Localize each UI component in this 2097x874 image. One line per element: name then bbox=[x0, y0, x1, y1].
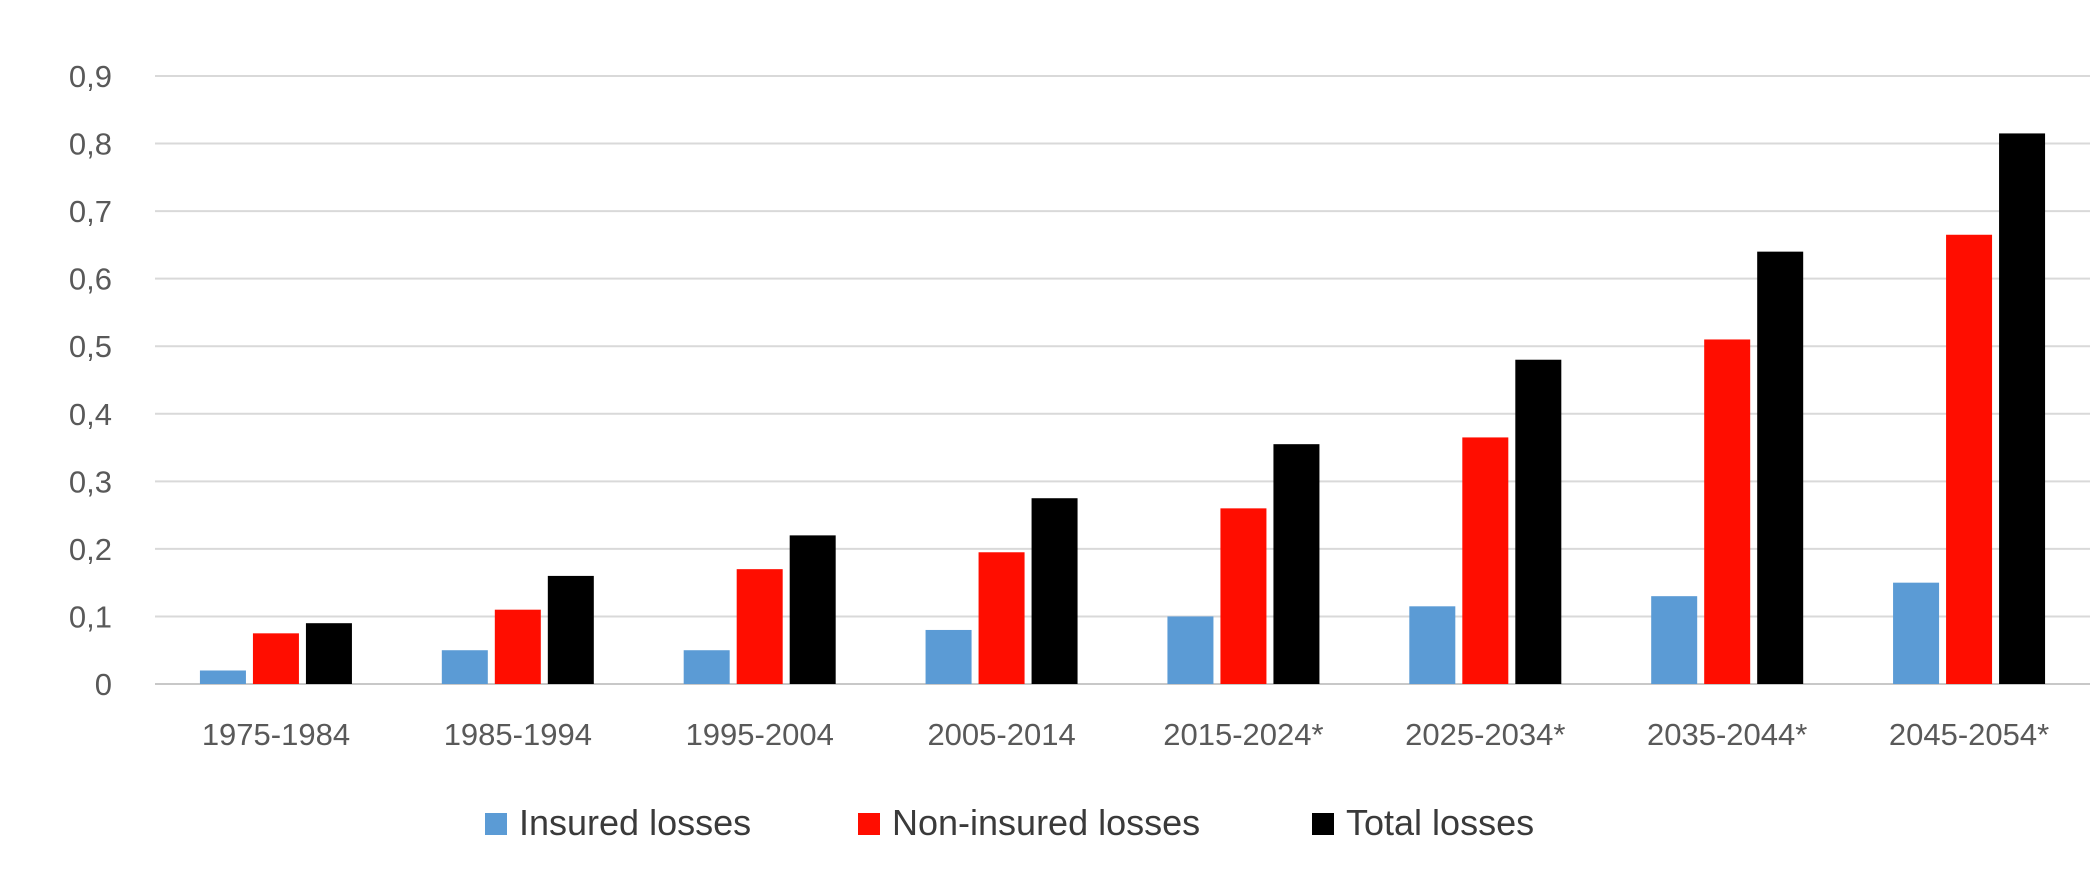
legend-swatch bbox=[1312, 813, 1334, 835]
y-tick-label: 0,3 bbox=[69, 464, 112, 499]
y-tick-label: 0,4 bbox=[69, 397, 112, 432]
x-tick-label: 2025-2034* bbox=[1405, 717, 1565, 752]
y-tick-label: 0,2 bbox=[69, 532, 112, 567]
x-tick-label: 2035-2044* bbox=[1647, 717, 1807, 752]
legend-swatch bbox=[858, 813, 880, 835]
bar-insured-losses-2 bbox=[683, 650, 730, 684]
y-tick-label: 0,6 bbox=[69, 262, 112, 297]
x-tick-label: 2045-2054* bbox=[1889, 717, 2049, 752]
bar-insured-losses-0 bbox=[199, 670, 246, 684]
legend-label: Insured losses bbox=[519, 802, 751, 843]
bar-total-losses-3 bbox=[1031, 498, 1078, 684]
bar-total-losses-2 bbox=[789, 535, 836, 684]
y-tick-label: 0,8 bbox=[69, 127, 112, 162]
x-tick-label: 2015-2024* bbox=[1163, 717, 1323, 752]
y-tick-label: 0,9 bbox=[69, 59, 112, 94]
bar-non-insured-losses-0 bbox=[252, 633, 299, 684]
bar-total-losses-1 bbox=[547, 575, 594, 684]
x-tick-label: 1975-1984 bbox=[202, 717, 350, 752]
x-tick-label: 1995-2004 bbox=[686, 717, 834, 752]
bar-insured-losses-5 bbox=[1409, 606, 1456, 684]
legend-label: Total losses bbox=[1346, 802, 1534, 843]
bar-non-insured-losses-7 bbox=[1946, 234, 1993, 684]
bar-total-losses-0 bbox=[305, 623, 352, 684]
y-tick-label: 0 bbox=[95, 667, 112, 702]
legend-swatch bbox=[485, 813, 507, 835]
bar-insured-losses-7 bbox=[1893, 582, 1940, 684]
bar-non-insured-losses-6 bbox=[1704, 339, 1751, 684]
bar-total-losses-5 bbox=[1515, 359, 1562, 684]
y-tick-label: 0,5 bbox=[69, 329, 112, 364]
y-tick-label: 0,7 bbox=[69, 194, 112, 229]
x-tick-label: 1985-1994 bbox=[444, 717, 592, 752]
x-tick-label: 2005-2014 bbox=[927, 717, 1075, 752]
bars bbox=[199, 133, 2046, 684]
bar-total-losses-7 bbox=[1999, 133, 2046, 684]
x-axis-ticks: 1975-1984 1985-1994 1995-2004 2005-2014 2015… bbox=[202, 717, 2049, 752]
bar-insured-losses-4 bbox=[1167, 616, 1214, 684]
bar-non-insured-losses-1 bbox=[494, 609, 541, 684]
bar-total-losses-4 bbox=[1273, 444, 1320, 684]
bar-non-insured-losses-5 bbox=[1462, 437, 1509, 684]
bar-non-insured-losses-3 bbox=[978, 552, 1025, 684]
bar-insured-losses-6 bbox=[1651, 596, 1698, 684]
bar-insured-losses-3 bbox=[925, 629, 972, 684]
gridlines bbox=[155, 75, 2090, 685]
bar-non-insured-losses-4 bbox=[1220, 508, 1267, 684]
legend: Insured losses Non-insured losses Total lo… bbox=[485, 802, 1534, 843]
bar-insured-losses-1 bbox=[441, 650, 488, 684]
legend-label: Non-insured losses bbox=[892, 802, 1200, 843]
y-tick-label: 0,1 bbox=[69, 599, 112, 634]
y-axis-ticks: 0 0,1 0,2 0,3 0,4 0,5 0,6 0,7 0,8 0,9 bbox=[69, 59, 112, 702]
bar-total-losses-6 bbox=[1757, 251, 1804, 684]
bar-non-insured-losses-2 bbox=[736, 569, 783, 684]
